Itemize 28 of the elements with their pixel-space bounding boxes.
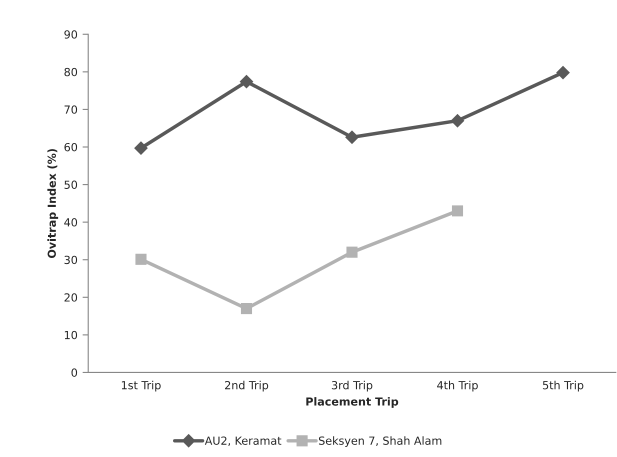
x-tick-label: 3rd Trip — [332, 380, 372, 392]
x-tick-label: 1st Trip — [122, 380, 161, 392]
y-tick-label: 80 — [64, 68, 78, 76]
point — [240, 75, 254, 88]
point — [135, 254, 147, 265]
y-tick-label: 60 — [64, 142, 78, 152]
y-tick-label: 20 — [64, 293, 78, 302]
point — [450, 114, 464, 128]
y-tick-label: 70 — [64, 105, 78, 114]
y-tick-label: 50 — [64, 180, 78, 189]
y-axis-title: Ovitrap Index (%) — [47, 149, 58, 258]
legend-label: AU2, Keramat — [204, 436, 282, 446]
y-tick-label: 90 — [64, 30, 78, 39]
point — [556, 66, 570, 80]
point — [452, 205, 464, 216]
y-tick-label: 10 — [64, 330, 78, 340]
point — [134, 142, 148, 155]
x-tick-label: 5th Trip — [542, 380, 584, 392]
point — [346, 246, 358, 258]
point — [240, 303, 252, 314]
y-tick-label: 40 — [64, 218, 78, 227]
point — [345, 130, 359, 144]
y-tick-label: 30 — [64, 256, 78, 264]
x-tick-label: 2nd Trip — [225, 380, 268, 392]
x-axis-title: Placement Trip — [306, 397, 398, 408]
y-tick-label: 0 — [71, 368, 78, 377]
x-tick-label: 4th Trip — [437, 380, 478, 392]
legend-label: Seksyen 7, Shah Alam — [318, 436, 442, 447]
